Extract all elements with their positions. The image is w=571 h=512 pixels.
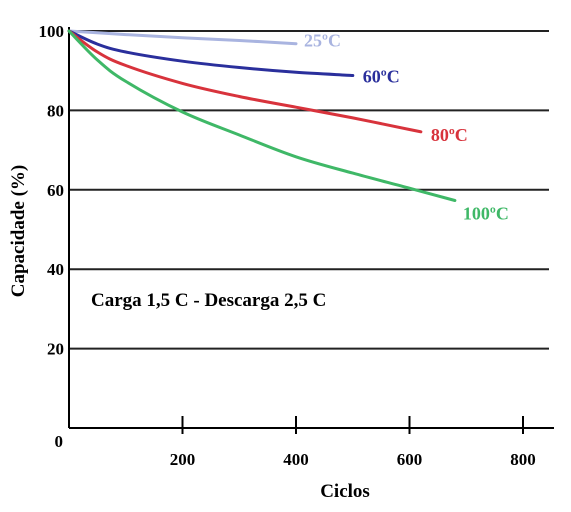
- series-line: [67, 29, 355, 77]
- series-label: 80ºC: [431, 125, 468, 145]
- y-tick-label: 80: [47, 101, 64, 120]
- series-line: [67, 29, 423, 134]
- series-label: 25ºC: [304, 31, 341, 51]
- gridlines: [69, 30, 549, 350]
- series-lines: [67, 29, 457, 202]
- y-axis-label: Capacidade (%): [8, 165, 29, 297]
- series-label: 60ºC: [363, 66, 400, 86]
- series-labels: 25ºC 60ºC 80ºC 100ºC: [304, 31, 509, 224]
- y-tick-label: 60: [47, 181, 64, 200]
- origin-label: 0: [55, 432, 64, 451]
- x-tick-label: 200: [170, 450, 196, 469]
- x-tick-label: 400: [283, 450, 309, 469]
- series-line: [67, 29, 457, 202]
- y-tick-label: 40: [47, 260, 64, 279]
- y-tick-label: 100: [39, 22, 65, 41]
- chart-annotation: Carga 1,5 C - Descarga 2,5 C: [91, 290, 326, 311]
- y-tick-label: 20: [47, 340, 64, 359]
- axes: [68, 27, 554, 429]
- series-line: [67, 29, 298, 46]
- x-ticks: 200 400 600 800: [170, 416, 536, 469]
- x-tick-label: 800: [510, 450, 536, 469]
- x-tick-label: 600: [397, 450, 423, 469]
- y-ticks: 20 40 60 80 100: [39, 22, 65, 359]
- series-label: 100ºC: [463, 204, 509, 224]
- x-axis-label: Ciclos: [320, 481, 370, 502]
